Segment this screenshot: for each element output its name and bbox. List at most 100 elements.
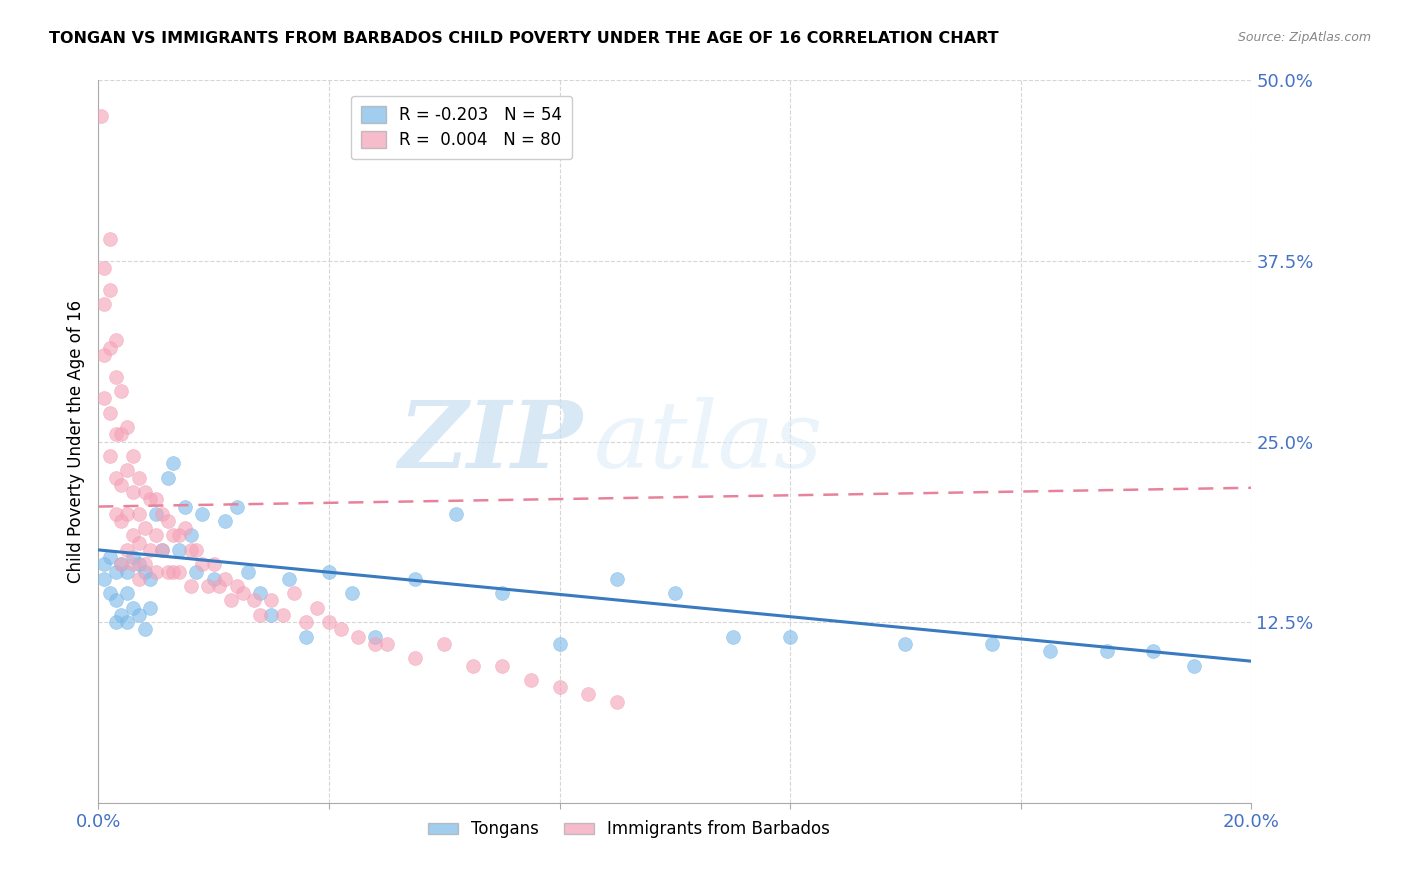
Point [295, 630, 318, 644]
Point [364, 637, 387, 651]
Point [117, 586, 139, 600]
Point [491, 586, 513, 600]
Point [1142, 644, 1164, 658]
Point [139, 542, 162, 557]
Point [128, 572, 150, 586]
Text: atlas: atlas [595, 397, 824, 486]
Point [150, 507, 173, 521]
Point [156, 514, 179, 528]
Point [145, 492, 167, 507]
Point [167, 565, 190, 579]
Point [346, 630, 368, 644]
Point [191, 558, 214, 572]
Point [117, 420, 139, 434]
Point [93, 261, 115, 276]
Point [134, 565, 156, 579]
Point [340, 586, 363, 600]
Point [139, 600, 162, 615]
Point [186, 542, 208, 557]
Text: ZIP: ZIP [398, 397, 582, 486]
Point [98, 550, 121, 565]
Point [117, 565, 139, 579]
Point [134, 521, 156, 535]
Point [318, 615, 340, 630]
Point [162, 528, 184, 542]
Point [117, 615, 139, 630]
Point [225, 579, 247, 593]
Point [186, 565, 208, 579]
Point [231, 586, 254, 600]
Point [208, 579, 231, 593]
Point [134, 623, 156, 637]
Point [606, 695, 628, 709]
Point [93, 297, 115, 311]
Point [260, 607, 283, 622]
Point [174, 500, 197, 514]
Point [110, 558, 132, 572]
Point [433, 637, 456, 651]
Point [606, 572, 628, 586]
Point [104, 369, 127, 384]
Point [197, 579, 219, 593]
Point [98, 341, 121, 355]
Point [122, 485, 145, 500]
Point [364, 630, 387, 644]
Text: Source: ZipAtlas.com: Source: ZipAtlas.com [1237, 31, 1371, 45]
Point [307, 600, 329, 615]
Point [444, 507, 467, 521]
Point [122, 528, 145, 542]
Point [93, 348, 115, 362]
Point [162, 456, 184, 470]
Point [150, 542, 173, 557]
Point [225, 500, 247, 514]
Point [134, 558, 156, 572]
Point [578, 687, 600, 701]
Point [98, 283, 121, 297]
Y-axis label: Child Poverty Under the Age of 16: Child Poverty Under the Age of 16 [66, 300, 84, 583]
Point [271, 607, 294, 622]
Point [93, 391, 115, 405]
Point [122, 600, 145, 615]
Point [219, 593, 242, 607]
Point [98, 586, 121, 600]
Point [122, 558, 145, 572]
Point [202, 572, 225, 586]
Point [110, 514, 132, 528]
Point [1182, 658, 1205, 673]
Point [128, 470, 150, 484]
Point [779, 630, 801, 644]
Point [214, 572, 236, 586]
Point [1097, 644, 1119, 658]
Point [104, 615, 127, 630]
Point [167, 528, 190, 542]
Point [104, 565, 127, 579]
Point [180, 528, 202, 542]
Point [260, 593, 283, 607]
Point [110, 607, 132, 622]
Point [104, 593, 127, 607]
Point [174, 521, 197, 535]
Point [375, 637, 398, 651]
Point [249, 607, 271, 622]
Point [90, 110, 112, 124]
Point [981, 637, 1004, 651]
Point [548, 680, 571, 694]
Point [122, 550, 145, 565]
Point [721, 630, 744, 644]
Point [283, 586, 305, 600]
Point [1039, 644, 1062, 658]
Point [894, 637, 917, 651]
Point [277, 572, 299, 586]
Point [243, 593, 266, 607]
Point [156, 470, 179, 484]
Point [104, 427, 127, 442]
Point [110, 427, 132, 442]
Point [128, 535, 150, 549]
Point [104, 334, 127, 348]
Point [145, 528, 167, 542]
Point [156, 565, 179, 579]
Point [145, 565, 167, 579]
Point [122, 449, 145, 463]
Point [117, 507, 139, 521]
Text: TONGAN VS IMMIGRANTS FROM BARBADOS CHILD POVERTY UNDER THE AGE OF 16 CORRELATION: TONGAN VS IMMIGRANTS FROM BARBADOS CHILD… [49, 31, 998, 46]
